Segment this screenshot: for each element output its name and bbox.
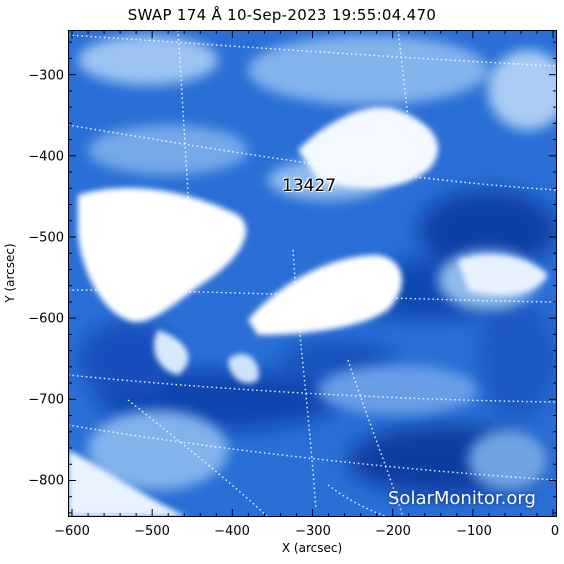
y-axis-label: Y (arcsec)	[3, 243, 17, 303]
solar-image	[67, 29, 564, 518]
y-tick-label: −500	[28, 230, 64, 246]
solarmonitor-watermark: SolarMonitor.org	[388, 488, 536, 509]
x-tick-label: 0	[550, 524, 560, 539]
y-tick-label: −400	[28, 149, 64, 165]
y-tick-label: −700	[28, 392, 64, 408]
y-tick-label: −600	[28, 311, 64, 327]
bright-loops	[78, 107, 548, 384]
heliographic-grid	[67, 29, 558, 518]
x-tick-label: −300	[295, 524, 331, 539]
x-tick-label: −400	[214, 524, 250, 539]
x-tick-label: −600	[54, 524, 90, 539]
y-tick-label: −300	[28, 68, 64, 84]
x-tick-label: −500	[134, 524, 170, 539]
diffuse-emission	[78, 35, 564, 490]
limb-brightening	[68, 450, 188, 517]
y-tick-label: −800	[28, 473, 64, 489]
active-region-label: 13427	[282, 176, 337, 196]
solar-image-panel	[67, 29, 564, 518]
x-axis-label: X (arcsec)	[281, 541, 343, 555]
plot-title: SWAP 174 Å 10-Sep-2023 19:55:04.470	[127, 6, 437, 24]
x-tick-label: −100	[456, 524, 492, 539]
x-tick-label: −200	[375, 524, 411, 539]
